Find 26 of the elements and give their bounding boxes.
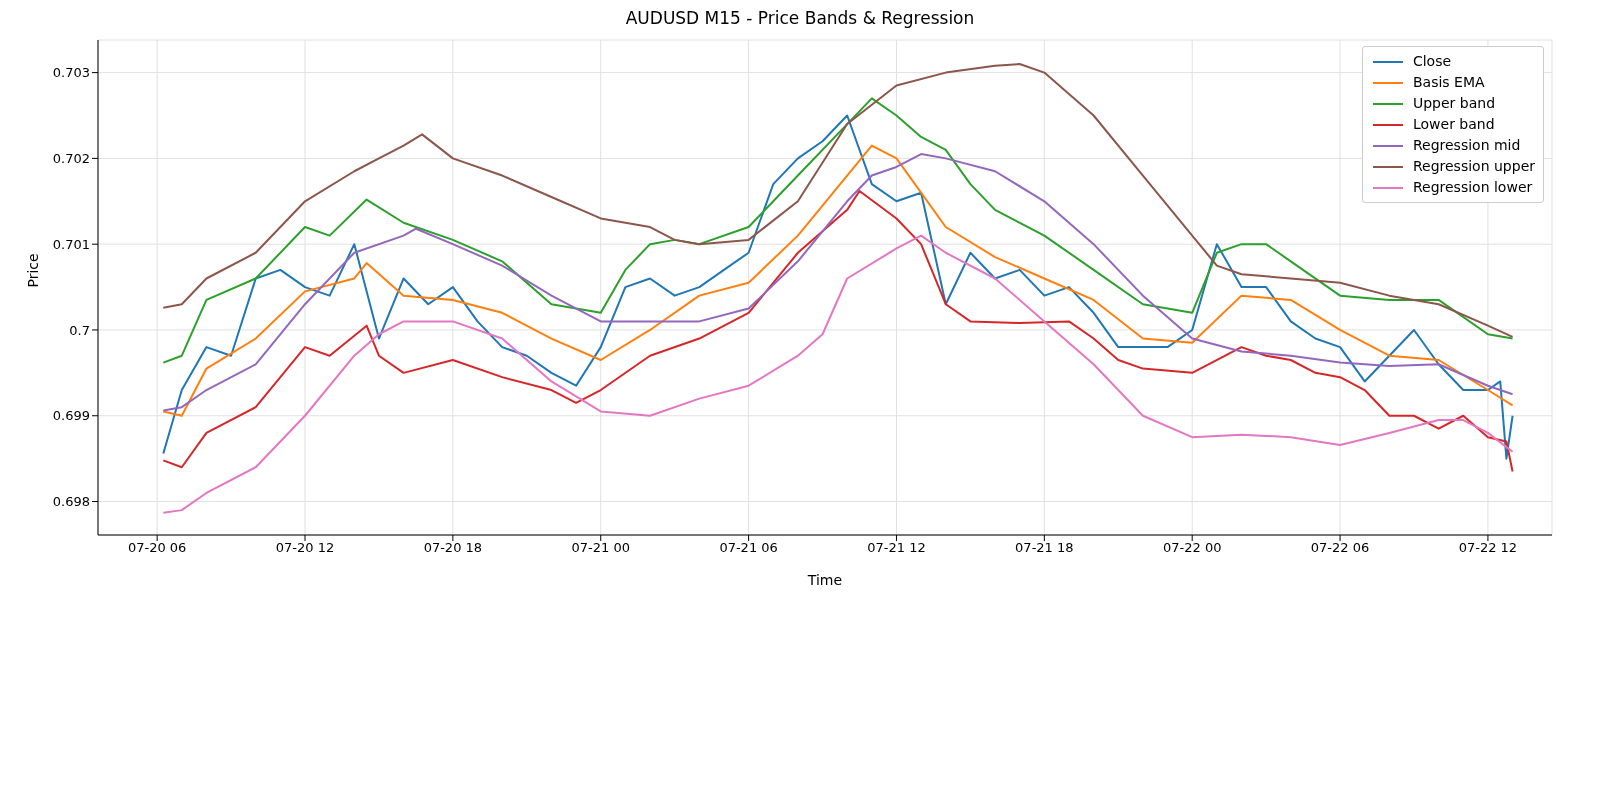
x-tick-label: 07-20 12 [275, 540, 335, 556]
chart-title: AUDUSD M15 - Price Bands & Regression [624, 8, 976, 30]
x-axis-title: Time [806, 572, 843, 588]
x-tick-label: 07-22 12 [1458, 540, 1518, 556]
y-tick-label: 0.703 [52, 65, 90, 81]
legend-label: Regression mid [1412, 136, 1521, 155]
x-tick-label: 07-20 18 [423, 540, 483, 556]
legend-label: Close [1412, 52, 1452, 71]
legend-label: Basis EMA [1412, 73, 1485, 92]
y-tick-label: 0.701 [52, 236, 90, 252]
y-tick-label: 0.699 [52, 408, 90, 424]
x-tick-label: 07-21 12 [867, 540, 926, 556]
y-tick-label: 0.702 [52, 151, 90, 166]
legend-label: Regression lower [1412, 178, 1533, 197]
x-tick-label: 07-20 06 [127, 540, 187, 556]
legend-label: Regression upper [1412, 157, 1535, 176]
y-tick-label: 0.698 [52, 494, 90, 510]
x-tick-label: 07-21 00 [571, 540, 630, 556]
x-tick-label: 07-21 18 [1015, 540, 1074, 556]
y-tick-label: 0.7 [69, 322, 90, 338]
legend-label: Lower band [1412, 115, 1495, 134]
x-tick-label: 07-22 00 [1162, 540, 1222, 556]
y-axis-title: Price [24, 253, 41, 288]
x-tick-label: 07-21 06 [719, 540, 778, 556]
x-tick-label: 07-22 06 [1310, 540, 1370, 556]
legend-label: Upper band [1412, 94, 1496, 113]
